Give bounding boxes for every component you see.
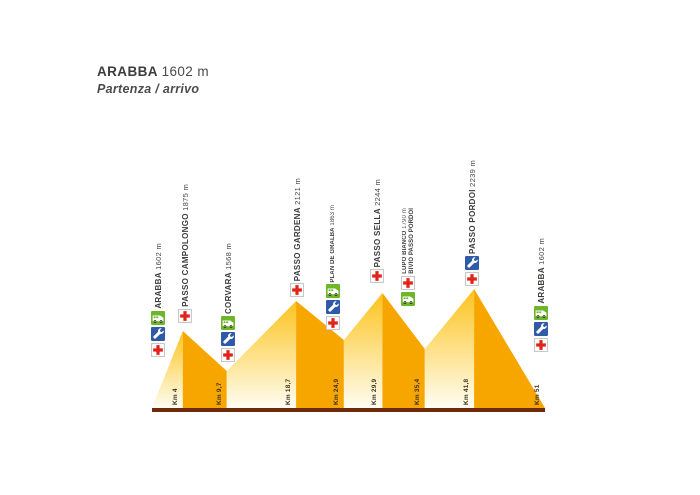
- waypoint-sublabel: BIVIO PASSO PORDOI: [408, 208, 415, 274]
- waypoint-name-label: PASSO GARDENA 2121 m: [293, 178, 302, 281]
- waypoint-altitude: 1790 m: [401, 208, 408, 231]
- waypoint-name: PLAN DE GRALBA: [330, 226, 336, 282]
- profile-face: [296, 301, 344, 408]
- waypoint-label: PASSO GARDENA 2121 m: [289, 178, 305, 297]
- profile-face: [226, 301, 297, 408]
- waypoint-name: LUPO BIANCO: [401, 230, 408, 274]
- waypoint-name: PASSO PORDOI: [467, 189, 477, 254]
- waypoint-label: PLAN DE GRALBA 1863 m: [325, 205, 341, 330]
- medical-cross-icon: [178, 309, 192, 323]
- medical-cross-icon: [401, 276, 415, 290]
- start-location-altitude: 1602 m: [161, 64, 209, 79]
- waypoint-label: LUPO BIANCO 1790 m BIVIO PASSO PORDOI: [400, 208, 416, 306]
- wrench-icon: [221, 332, 235, 346]
- waypoint-name-label: PASSO SELLA 2244 m: [373, 179, 382, 267]
- km-marker-label: Km 4: [171, 388, 179, 405]
- waypoint-name: PASSO SELLA: [372, 207, 382, 267]
- waypoint-altitude: 2239 m: [467, 160, 477, 190]
- waypoint-name-label: PASSO PORDOI 2239 m: [468, 160, 477, 254]
- profile-face: [152, 331, 183, 408]
- profile-face: [343, 293, 383, 408]
- waypoint-altitude: 1602 m: [536, 238, 546, 268]
- medical-cross-icon: [370, 269, 384, 283]
- km-marker-label: Km 51: [534, 384, 541, 405]
- km-marker-label: Km 41,8: [463, 378, 471, 405]
- waypoint-altitude: 1863 m: [330, 204, 336, 227]
- refreshment-van-icon: [326, 284, 340, 298]
- waypoint-label: CORVARA 1568 m: [220, 243, 236, 362]
- medical-cross-icon: [151, 343, 165, 357]
- medical-cross-icon: [534, 338, 548, 352]
- wrench-icon: [465, 256, 479, 270]
- waypoint-name-label: ARABBA 1602 m: [154, 243, 163, 309]
- medical-cross-icon: [465, 272, 479, 286]
- title-block: ARABBA 1602 m Partenza / arrivo: [97, 64, 209, 96]
- waypoint-name-label: PLAN DE GRALBA 1863 m: [329, 205, 337, 282]
- wrench-icon: [326, 300, 340, 314]
- start-location-name: ARABBA: [97, 64, 158, 79]
- km-marker-label: Km 9,7: [215, 382, 223, 405]
- wrench-icon: [151, 327, 165, 341]
- refreshment-van-icon: [221, 316, 235, 330]
- medical-cross-icon: [326, 316, 340, 330]
- waypoint-label: ARABBA 1602 m: [150, 243, 166, 357]
- waypoint-name-label: CORVARA 1568 m: [224, 243, 233, 314]
- refreshment-van-icon: [401, 292, 415, 306]
- profile-face: [424, 289, 475, 408]
- refreshment-van-icon: [151, 311, 165, 325]
- profile-face: [474, 289, 545, 408]
- waypoint-label: ARABBA 1602 m: [533, 238, 549, 352]
- waypoint-name-label: PASSO CAMPOLONGO 1875 m: [181, 184, 190, 307]
- waypoint-name: ARABBA: [536, 267, 546, 304]
- waypoint-name: PASSO CAMPOLONGO: [180, 213, 190, 307]
- km-marker-label: Km 18,7: [285, 378, 293, 405]
- chart-subtitle: Partenza / arrivo: [97, 82, 200, 96]
- km-marker-label: Km 24,9: [332, 378, 340, 405]
- waypoint-altitude: 2244 m: [372, 178, 382, 208]
- waypoint-name: CORVARA: [223, 272, 233, 314]
- km-marker-label: Km 29,9: [371, 378, 379, 405]
- waypoint-label: PASSO SELLA 2244 m: [369, 179, 385, 283]
- waypoint-label: PASSO CAMPOLONGO 1875 m: [177, 184, 193, 323]
- chart-title: ARABBA 1602 m: [97, 64, 209, 79]
- km-marker-label: Km 35,4: [413, 378, 421, 405]
- wrench-icon: [534, 322, 548, 336]
- waypoint-altitude: 1568 m: [223, 242, 233, 273]
- waypoint-name: PASSO GARDENA: [292, 207, 302, 281]
- medical-cross-icon: [221, 348, 235, 362]
- medical-cross-icon: [290, 283, 304, 297]
- profile-face: [382, 293, 425, 408]
- waypoint-name-label: ARABBA 1602 m: [537, 238, 546, 304]
- profile-baseline: [152, 408, 545, 412]
- waypoint-altitude: 1875 m: [180, 184, 190, 214]
- waypoint-label: PASSO PORDOI 2239 m: [464, 160, 480, 286]
- waypoint-name-label: LUPO BIANCO 1790 m BIVIO PASSO PORDOI: [401, 208, 416, 274]
- waypoint-altitude: 2121 m: [292, 177, 302, 208]
- profile-face: [182, 331, 227, 408]
- waypoint-name: ARABBA: [153, 272, 163, 309]
- waypoint-altitude: 1602 m: [153, 243, 163, 273]
- refreshment-van-icon: [534, 306, 548, 320]
